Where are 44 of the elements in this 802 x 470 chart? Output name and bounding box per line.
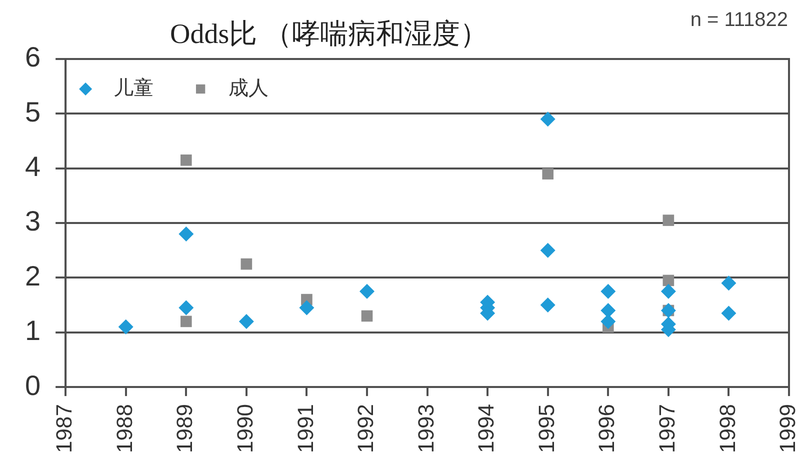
point (238, 314, 254, 329)
y-tick-label: 5 (24, 96, 41, 128)
point (600, 284, 616, 299)
legend-label: 儿童 (114, 76, 154, 100)
point (542, 168, 554, 180)
y-tick-label: 4 (24, 151, 41, 182)
point (540, 112, 556, 127)
point (660, 284, 676, 299)
y-tick-label: 3 (24, 206, 41, 237)
x-tick-label: 1995 (534, 404, 559, 454)
point (721, 306, 736, 321)
x-tick-label: 1991 (292, 404, 318, 454)
point (178, 226, 194, 242)
point (180, 316, 192, 328)
x-tick-label: 1999 (775, 404, 800, 454)
x-tick-label: 1994 (474, 404, 499, 454)
point (540, 242, 556, 258)
text: n = 111822 (690, 8, 788, 32)
x-tick-label: 1992 (353, 404, 378, 454)
point (180, 154, 192, 166)
x-tick-label: 1989 (172, 404, 198, 454)
y-tick-label: 1 (24, 315, 41, 346)
x-tick-label: 1993 (413, 404, 438, 454)
y-tick-label: 6 (24, 42, 41, 73)
x-tick-label: 1998 (714, 404, 740, 454)
point (662, 274, 674, 286)
point (540, 298, 556, 313)
point (240, 258, 252, 270)
x-tick-label: 1997 (654, 404, 680, 454)
point (360, 284, 374, 299)
y-tick-label: 0 (24, 370, 41, 401)
legend-label: 成人 (228, 78, 269, 100)
y-tick-label: 2 (24, 260, 41, 292)
x-tick-label: 1996 (594, 404, 620, 454)
x-tick-label: 1987 (52, 404, 77, 454)
chart-title: Odds比 （哮喘病和湿度） (170, 18, 488, 52)
point (361, 310, 373, 322)
x-tick-label: 1988 (112, 404, 137, 454)
x-tick-label: 1990 (232, 404, 258, 454)
point (721, 276, 736, 291)
point (662, 214, 674, 226)
point (118, 319, 134, 334)
point (178, 300, 194, 316)
point (299, 300, 314, 316)
